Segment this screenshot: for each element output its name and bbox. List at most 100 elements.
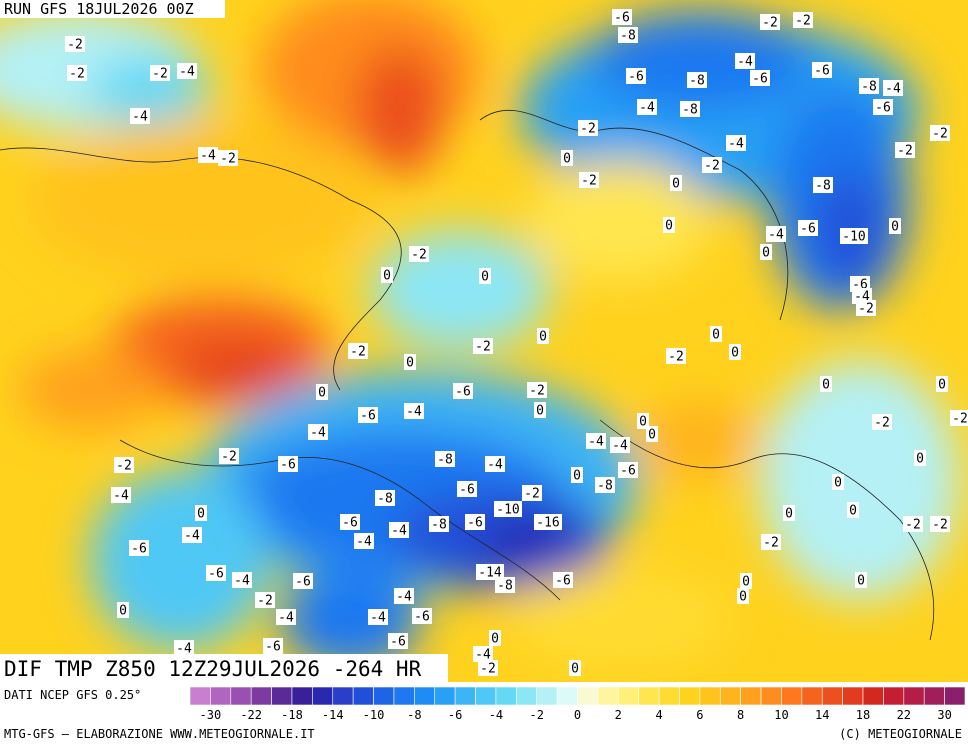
contour-label-bg bbox=[255, 592, 275, 608]
contour-label-bg bbox=[847, 502, 859, 518]
contour-label: -4 bbox=[356, 535, 372, 550]
contour-label: -2 bbox=[475, 340, 491, 355]
contour-label-bg bbox=[114, 457, 134, 473]
colorbar-swatch bbox=[821, 686, 843, 706]
colorbar-tick-label: 30 bbox=[937, 708, 951, 722]
colorbar-tick-label: -14 bbox=[322, 708, 344, 722]
contour-label: 0 bbox=[481, 270, 489, 285]
colorbar-tick-label: -4 bbox=[489, 708, 503, 722]
contour-label-bg bbox=[429, 516, 449, 532]
contour-label-bg bbox=[182, 527, 202, 543]
contour-label: -6 bbox=[628, 70, 644, 85]
map-title: DIF TMP Z850 12Z29JUL2026 -264 HR bbox=[4, 657, 422, 681]
contour-label: 0 bbox=[739, 590, 747, 605]
contour-label-bg bbox=[354, 533, 374, 549]
contour-label-bg bbox=[435, 451, 455, 467]
source-label: DATI NCEP GFS 0.25° bbox=[4, 688, 141, 702]
contour-label-bg bbox=[610, 437, 630, 453]
contour-label-bg bbox=[618, 462, 638, 478]
colorbar-swatch bbox=[883, 686, 905, 706]
contour-label-bg bbox=[813, 177, 833, 193]
contour-label: -2 bbox=[221, 450, 237, 465]
contour-label-bg bbox=[150, 65, 170, 81]
contour-label-bg bbox=[534, 402, 546, 418]
colorbar-tick-label: 0 bbox=[574, 708, 581, 722]
colorbar-swatch bbox=[740, 686, 762, 706]
contour-label-bg bbox=[637, 413, 649, 429]
contour-label: -8 bbox=[597, 479, 613, 494]
contour-label-bg bbox=[783, 505, 795, 521]
contour-labels: -2 -2 -2 -4 -4 -2 -4 -6 -8 -2 -2 -6 -8 -4 -6 -6 -8 -4 -6 -4… bbox=[65, 9, 968, 677]
contour-label-bg bbox=[666, 348, 686, 364]
contour-label-bg bbox=[489, 630, 501, 646]
contour-label-bg bbox=[840, 228, 868, 244]
colorbar-swatch bbox=[210, 686, 232, 706]
colorbar-swatch bbox=[556, 686, 578, 706]
colorbar-swatch bbox=[291, 686, 313, 706]
contour-label-bg bbox=[232, 572, 252, 588]
contour-label-bg bbox=[930, 516, 950, 532]
contour-label: -8 bbox=[431, 518, 447, 533]
contour-label: -2 bbox=[704, 159, 720, 174]
contour-label: -2 bbox=[668, 350, 684, 365]
contour-label: 0 bbox=[849, 504, 857, 519]
contour-label-bg bbox=[308, 424, 328, 440]
run-bg bbox=[0, 0, 225, 18]
contour-label-bg bbox=[522, 485, 542, 501]
colorbar-swatch bbox=[271, 686, 293, 706]
contour-label: -2 bbox=[350, 345, 366, 360]
contour-label-bg bbox=[626, 68, 646, 84]
colorbar-swatch bbox=[536, 686, 558, 706]
contour-label-bg bbox=[389, 522, 409, 538]
colorbar-tick-label: -2 bbox=[529, 708, 543, 722]
contour-label-bg bbox=[537, 328, 549, 344]
colorbar-tick-label: 18 bbox=[856, 708, 870, 722]
contour-label: -6 bbox=[555, 574, 571, 589]
contour-label-bg bbox=[687, 72, 707, 88]
contour-label: -2 bbox=[411, 248, 427, 263]
colorbar-swatch bbox=[373, 686, 395, 706]
contour-label: 0 bbox=[406, 356, 414, 371]
contour-label-bg bbox=[473, 646, 493, 662]
contour-label: -2 bbox=[580, 122, 596, 137]
contour-label-bg bbox=[670, 175, 682, 191]
contour-label-bg bbox=[553, 572, 573, 588]
contour-label: -4 bbox=[310, 426, 326, 441]
colorbar-swatch bbox=[862, 686, 884, 706]
contour-label-bg bbox=[859, 78, 879, 94]
contour-label: -6 bbox=[620, 464, 636, 479]
contour-label: -6 bbox=[342, 516, 358, 531]
contour-label-bg bbox=[812, 62, 832, 78]
contour-label: -8 bbox=[815, 179, 831, 194]
contour-label-bg bbox=[561, 150, 573, 166]
contour-label: 0 bbox=[916, 452, 924, 467]
contour-label: -2 bbox=[762, 16, 778, 31]
contour-label-bg bbox=[750, 70, 770, 86]
colorbar-swatch bbox=[658, 686, 680, 706]
contour-label-bg bbox=[760, 14, 780, 30]
contour-label: 0 bbox=[571, 662, 579, 677]
contour-label-bg bbox=[177, 63, 197, 79]
colorbar-tick-label: 2 bbox=[615, 708, 622, 722]
contour-label: -4 bbox=[179, 65, 195, 80]
contour-label-bg bbox=[278, 456, 298, 472]
contour-label: -4 bbox=[588, 435, 604, 450]
contour-label: -4 bbox=[737, 55, 753, 70]
contour-label: -2 bbox=[152, 67, 168, 82]
colorbar-tick-label: 10 bbox=[774, 708, 788, 722]
contour-label-bg bbox=[404, 354, 416, 370]
contour-label-bg bbox=[394, 588, 414, 604]
colorbar-tick-label: 4 bbox=[655, 708, 662, 722]
contour-label-bg bbox=[872, 414, 892, 430]
contour-label-bg bbox=[760, 244, 772, 260]
contour-label: -8 bbox=[689, 74, 705, 89]
contour-label: -4 bbox=[113, 489, 129, 504]
contour-label: -2 bbox=[67, 38, 83, 53]
contour-label: 0 bbox=[891, 220, 899, 235]
contour-label: -6 bbox=[455, 385, 471, 400]
contour-label-bg bbox=[453, 383, 473, 399]
contour-label-bg bbox=[534, 514, 562, 530]
contour-label: 0 bbox=[639, 415, 647, 430]
contour-label: -2 bbox=[529, 384, 545, 399]
contour-label-bg bbox=[485, 456, 505, 472]
